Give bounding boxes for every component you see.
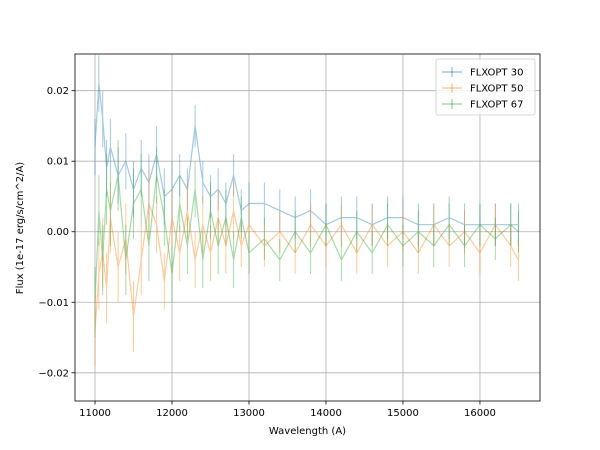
- series-3: [94, 140, 519, 338]
- y-axis-label: Flux (1e-17 erg/s/cm^2/A): [15, 162, 26, 294]
- legend-label: FLXOPT 50: [470, 84, 523, 95]
- y-tick-label: −0.01: [38, 298, 69, 309]
- legend-item: FLXOPT 67: [442, 99, 523, 111]
- legend-label: FLXOPT 30: [470, 68, 523, 79]
- series-line: [94, 83, 519, 226]
- y-tick-label: −0.02: [38, 368, 69, 379]
- series-line: [94, 175, 519, 303]
- legend-label: FLXOPT 67: [470, 100, 523, 111]
- legend-item: FLXOPT 50: [442, 83, 523, 95]
- legend-box: [435, 58, 536, 116]
- x-tick-label: 12000: [156, 408, 188, 419]
- series-line: [94, 203, 519, 331]
- x-tick-label: 15000: [387, 408, 419, 419]
- x-tick-label: 14000: [310, 408, 342, 419]
- x-axis-label: Wavelength (A): [269, 426, 346, 437]
- axes-frame: [74, 53, 541, 402]
- x-tick-label: 13000: [233, 408, 265, 419]
- x-tick-label: 11000: [79, 408, 111, 419]
- ticks: 11000 12000 13000 14000 15000 16000 −0.02 −0.01…: [38, 86, 496, 419]
- series-layer: [94, 55, 519, 366]
- series-1: [94, 55, 519, 246]
- legend: FLXOPT 30 FLXOPT 50 FLXOPT 67: [435, 58, 536, 116]
- y-tick-label: 0.02: [47, 86, 69, 97]
- y-tick-label: 0.01: [47, 157, 69, 168]
- series-2: [94, 168, 519, 366]
- legend-item: FLXOPT 30: [442, 67, 523, 79]
- y-tick-label: 0.00: [47, 227, 69, 238]
- x-tick-label: 16000: [464, 408, 496, 419]
